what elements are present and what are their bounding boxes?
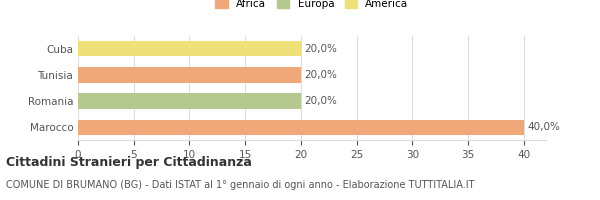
- Bar: [78, 93, 301, 109]
- Text: 40,0%: 40,0%: [527, 122, 560, 132]
- Text: 20,0%: 20,0%: [304, 96, 337, 106]
- Text: 20,0%: 20,0%: [304, 70, 337, 80]
- Text: Cittadini Stranieri per Cittadinanza: Cittadini Stranieri per Cittadinanza: [6, 156, 252, 169]
- Bar: [78, 41, 301, 56]
- Legend: Africa, Europa, America: Africa, Europa, America: [211, 0, 413, 13]
- Text: COMUNE DI BRUMANO (BG) - Dati ISTAT al 1° gennaio di ogni anno - Elaborazione TU: COMUNE DI BRUMANO (BG) - Dati ISTAT al 1…: [6, 180, 475, 190]
- Bar: [78, 120, 524, 135]
- Text: 20,0%: 20,0%: [304, 44, 337, 54]
- Bar: [78, 67, 301, 83]
